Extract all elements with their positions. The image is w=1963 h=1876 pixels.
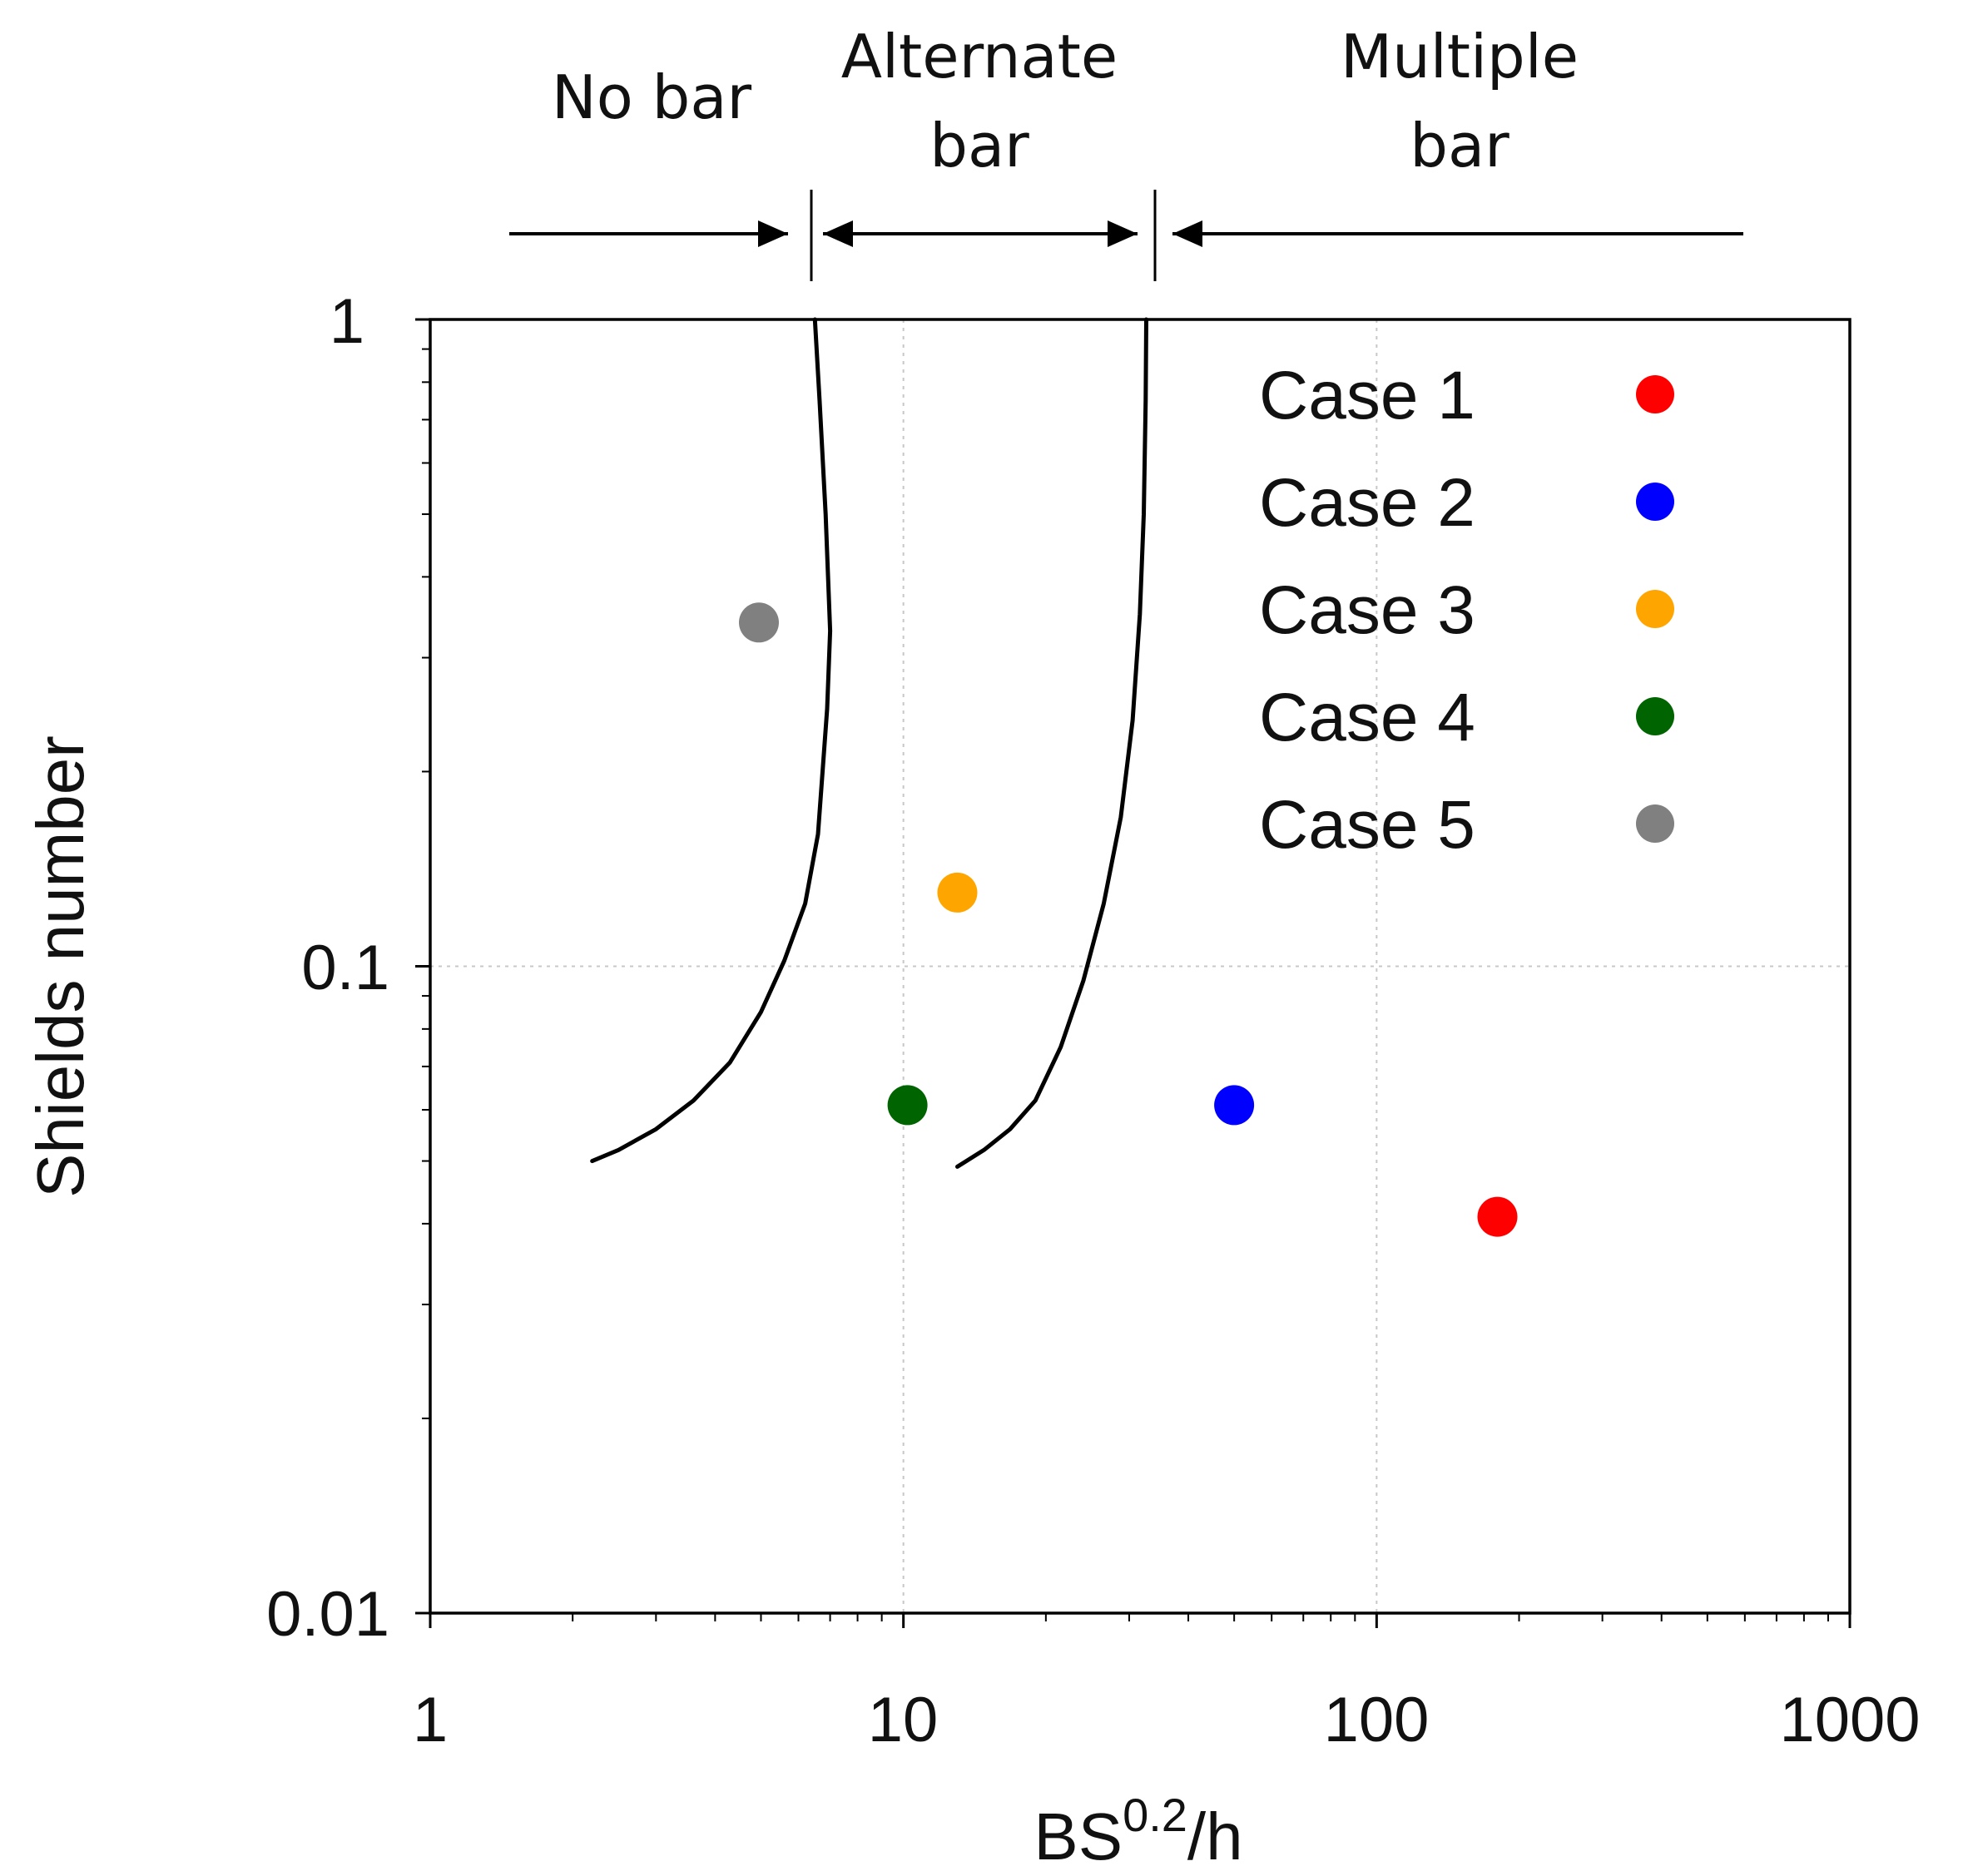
data-point-case-4 [887,1085,928,1126]
data-point-case-5 [739,602,779,643]
x-tick-label: 1000 [1779,1685,1920,1755]
x-tick-label: 1 [413,1685,448,1755]
x-tick-label: 10 [868,1685,939,1755]
data-point-case-1 [1477,1196,1518,1237]
data-point-case-2 [1214,1085,1255,1126]
x-tick-label: 100 [1324,1685,1430,1755]
y-tick-label: 1 [330,286,364,357]
x-axis-title-tail: /h [1187,1799,1243,1874]
major-ticks [415,318,1851,1628]
regime-label-no-bar: No bar [552,62,752,132]
legend-label-case-2: Case 2 [1259,465,1475,541]
plot-area [415,317,1851,1628]
x-axis-title: BS0.2/h [1034,1789,1242,1874]
legend-label-case-3: Case 3 [1259,572,1475,648]
boundary-curve-2 [955,317,1148,1169]
minor-ticks [422,348,1829,1621]
legend-label-case-4: Case 4 [1259,680,1475,755]
regime-annotations: No bar Alternate bar Multiple bar [509,22,1743,281]
data-points [739,602,1518,1237]
x-axis-title-superscript: 0.2 [1123,1789,1187,1841]
legend-label-case-1: Case 1 [1259,358,1475,433]
y-tick-label: 0.01 [266,1579,389,1650]
boundary-curve-1 [590,317,833,1164]
legend-marker-case-2 [1636,483,1674,521]
regime-label-alternate-line-2: bar [929,111,1029,181]
legend-marker-case-1 [1636,375,1674,413]
legend-marker-case-4 [1636,697,1674,735]
data-point-case-3 [937,872,978,913]
grid-lines [430,319,1850,1613]
boundary-curves [590,317,1148,1169]
regime-label-multiple-line-1: Multiple [1341,22,1579,92]
plot-frame [429,318,1851,1615]
y-axis-title: Shields number [23,735,97,1198]
legend-label-case-5: Case 5 [1259,787,1475,863]
y-tick-labels: 0.01 0.1 1 [266,286,389,1650]
y-tick-label: 0.1 [301,933,389,1003]
x-axis-title-main: BS [1034,1799,1123,1874]
regime-label-alternate-line-1: Alternate [841,22,1118,92]
legend-marker-case-5 [1636,804,1674,843]
regime-label-multiple-line-2: bar [1410,111,1509,181]
legend: Case 1 Case 2 Case 3 Case 4 Case 5 [1259,358,1674,863]
x-tick-labels: 1 10 100 1000 [413,1685,1921,1755]
legend-marker-case-3 [1636,590,1674,628]
